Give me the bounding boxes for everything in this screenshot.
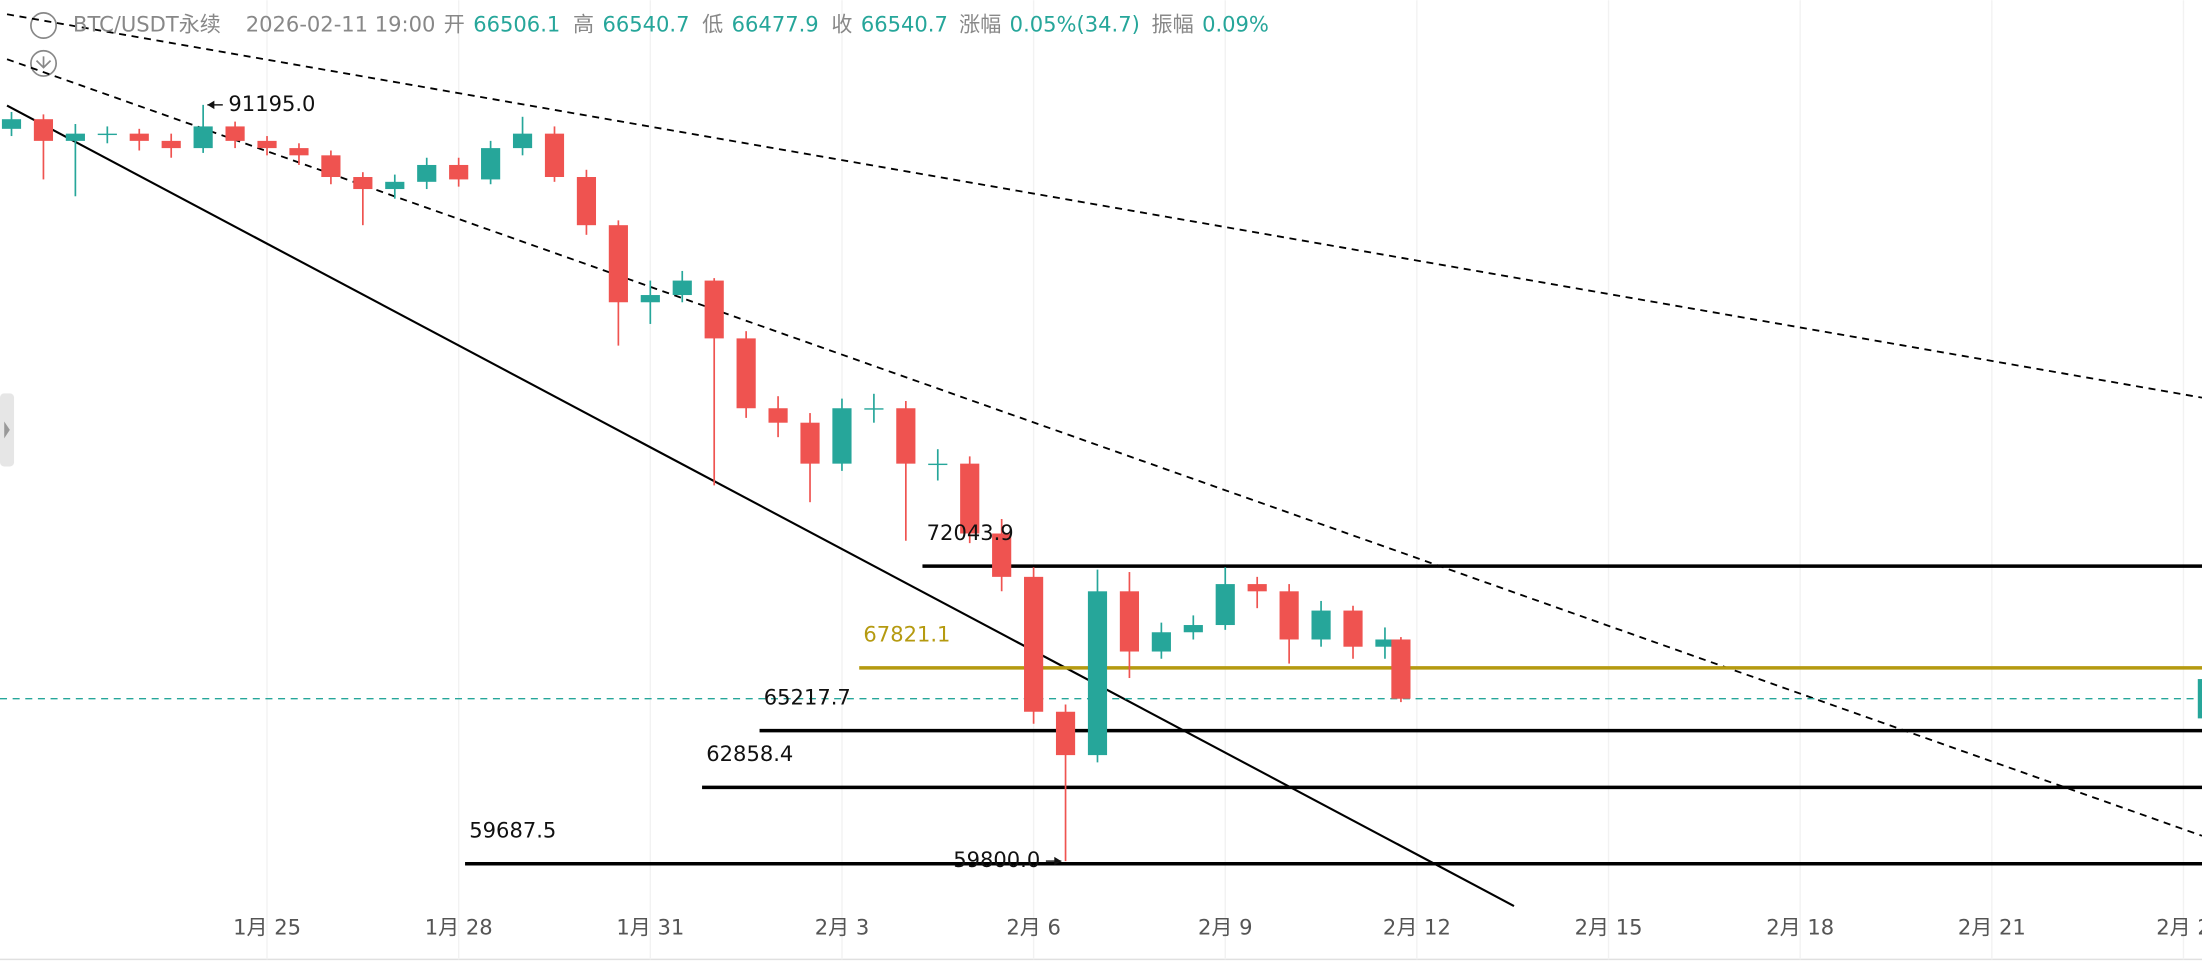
candle-body (1183, 625, 1203, 633)
candle-body (864, 408, 884, 410)
candle-body (672, 280, 692, 296)
candle-body (960, 463, 980, 534)
x-tick-label: 2月 18 (1766, 914, 1834, 939)
last-price-marker (2197, 679, 2202, 719)
candle-body (1343, 610, 1363, 647)
candle-body (928, 463, 948, 466)
extreme-label: 91195.0 (228, 91, 315, 116)
collapse-icon[interactable] (30, 12, 58, 39)
extreme-arrow-head (207, 100, 215, 110)
candle-body (1055, 711, 1076, 756)
expand-icon-arrow (35, 56, 52, 69)
header-field-name: 开 (444, 11, 465, 36)
header-field-name: 振幅 (1152, 11, 1194, 36)
candle-body (512, 133, 533, 149)
candle-body (1247, 584, 1267, 592)
candle-body (193, 126, 213, 149)
candle-body (640, 295, 660, 303)
header-field-value: 0.05%(34.7) (1010, 11, 1140, 36)
extreme-label: 59800.0 (953, 847, 1040, 872)
candle-body (576, 177, 597, 226)
candle-body (417, 164, 437, 182)
expand-icon[interactable] (30, 49, 58, 77)
candle-body (608, 225, 628, 303)
candle-body (321, 155, 341, 178)
candle-body (1119, 591, 1140, 652)
candle-body (768, 408, 788, 423)
header-field-value: 0.09% (1202, 11, 1269, 36)
candle-body (736, 338, 756, 409)
candle-body (1311, 610, 1331, 640)
candle-body (385, 181, 405, 190)
level-label: 62858.4 (706, 741, 793, 766)
x-tick-label: 2月 2 (2156, 914, 2202, 939)
trend-line (6, 58, 2202, 837)
candle-body (1024, 576, 1044, 712)
level-label: 67821.1 (863, 622, 950, 647)
candle-body (257, 140, 277, 149)
header-field-name: 低 (702, 11, 723, 36)
x-tick-label: 2月 15 (1575, 914, 1643, 939)
trend-line (6, 13, 2202, 399)
header-field-value: 66540.7 (861, 11, 948, 36)
header-field-value: 66477.9 (732, 11, 819, 36)
header-field-value: 66506.1 (473, 11, 560, 36)
candle-body (481, 148, 501, 180)
x-tick-label: 1月 31 (616, 914, 684, 939)
header-field-name: 涨幅 (959, 11, 1001, 36)
candle-body (65, 133, 85, 141)
extreme-arrow-head (1054, 856, 1062, 866)
candle-body (33, 119, 54, 141)
candle-body (832, 408, 852, 464)
candle-body (896, 408, 916, 464)
candle-body (161, 140, 181, 149)
candle-body (1391, 639, 1411, 699)
x-tick-label: 1月 28 (425, 914, 493, 939)
header-field-name: 高 (573, 11, 594, 36)
x-tick-label: 2月 21 (1958, 914, 2026, 939)
trend-line (6, 104, 1515, 907)
candle-body (353, 177, 373, 190)
candle-body (449, 164, 469, 180)
candle-body (800, 422, 820, 464)
x-tick-label: 1月 25 (233, 914, 301, 939)
header-field-name: 收 (831, 11, 852, 36)
candle-body (1215, 584, 1235, 626)
candle-body (1279, 591, 1299, 640)
candle-body (992, 533, 1012, 577)
candle-body (129, 133, 149, 141)
header-field-value: 66540.7 (602, 11, 689, 36)
level-label: 72043.9 (927, 520, 1014, 545)
candle-body (1375, 639, 1395, 647)
level-label: 59687.5 (469, 818, 556, 843)
candle-body (289, 148, 309, 156)
candle-body (1151, 632, 1171, 652)
candle-body (1, 119, 22, 129)
x-tick-label: 2月 6 (1006, 914, 1061, 939)
x-tick-label: 2月 12 (1383, 914, 1451, 939)
level-label: 65217.7 (764, 684, 851, 709)
candle-body (1087, 591, 1108, 756)
candle-body (704, 280, 724, 339)
side-tab-arrow (4, 421, 10, 439)
x-tick-label: 2月 9 (1198, 914, 1253, 939)
symbol: BTC/USDT永续 (73, 11, 221, 36)
candle-body (225, 126, 245, 141)
candle-body (97, 133, 117, 136)
x-tick-label: 2月 3 (815, 914, 870, 939)
time: 2026-02-11 19:00 (246, 11, 436, 36)
candle-body (544, 133, 565, 178)
